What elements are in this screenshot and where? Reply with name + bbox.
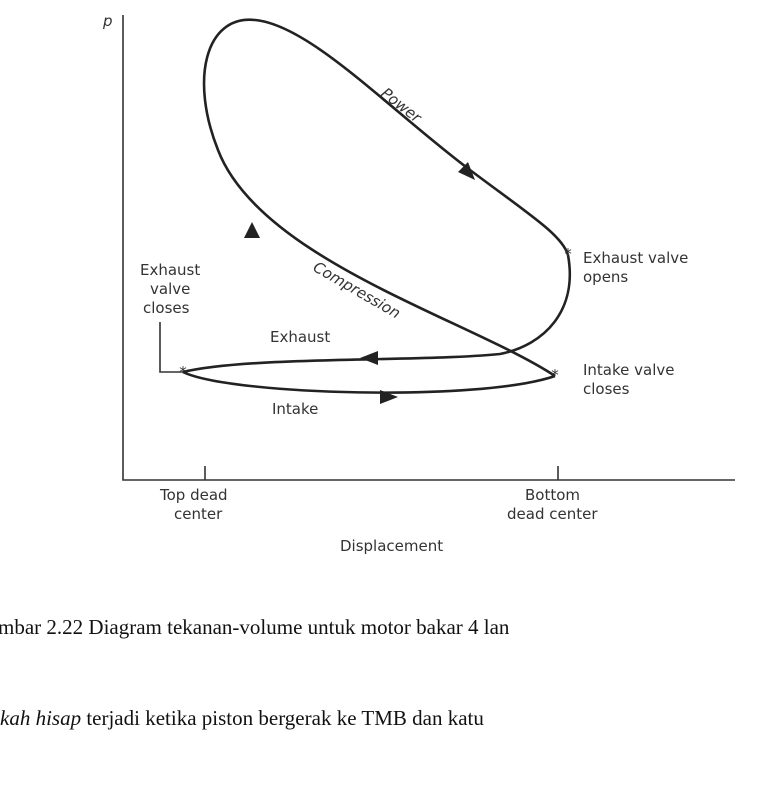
label-tdc: center — [174, 505, 223, 523]
arrow-exhaust — [360, 351, 378, 365]
arrow-compression — [244, 222, 260, 238]
label-evo: opens — [583, 268, 628, 286]
x-axis-label: Displacement — [340, 537, 443, 555]
label-intake: Intake — [272, 400, 318, 418]
axes — [122, 15, 735, 481]
label-bdc: dead center — [507, 505, 598, 523]
label-evc: valve — [150, 280, 190, 298]
intake-curve — [182, 370, 556, 394]
mark-star: * — [179, 363, 187, 381]
label-power: Power — [378, 84, 426, 127]
body-line: terjadi ketika piston bergerak ke TMB da… — [81, 706, 484, 730]
body-text: kah hisap terjadi ketika piston bergerak… — [0, 706, 484, 730]
pv-diagram: * * * p Power Compression Exhaust valve … — [102, 12, 735, 555]
label-ivc: closes — [583, 380, 630, 398]
y-axis-label: p — [102, 12, 113, 30]
leader-line — [159, 322, 183, 373]
emphasis: kah hisap — [0, 706, 81, 730]
exhaust-curve — [182, 254, 571, 374]
label-compression: Compression — [310, 258, 404, 322]
compression-power-curve — [202, 18, 570, 378]
label-exhaust: Exhaust — [270, 328, 330, 346]
label-evc: Exhaust — [140, 261, 200, 279]
label-ivc: Intake valve — [583, 361, 675, 379]
arrow-power — [458, 162, 475, 180]
label-evo: Exhaust valve — [583, 249, 688, 267]
caption: mbar 2.22 Diagram tekanan-volume untuk m… — [0, 615, 510, 639]
label-bdc: Bottom — [525, 486, 580, 504]
arrow-intake — [380, 390, 398, 404]
label-evc: closes — [143, 299, 190, 317]
mark-star: * — [564, 245, 572, 263]
mark-star: * — [551, 366, 559, 384]
label-tdc: Top dead — [159, 486, 228, 504]
